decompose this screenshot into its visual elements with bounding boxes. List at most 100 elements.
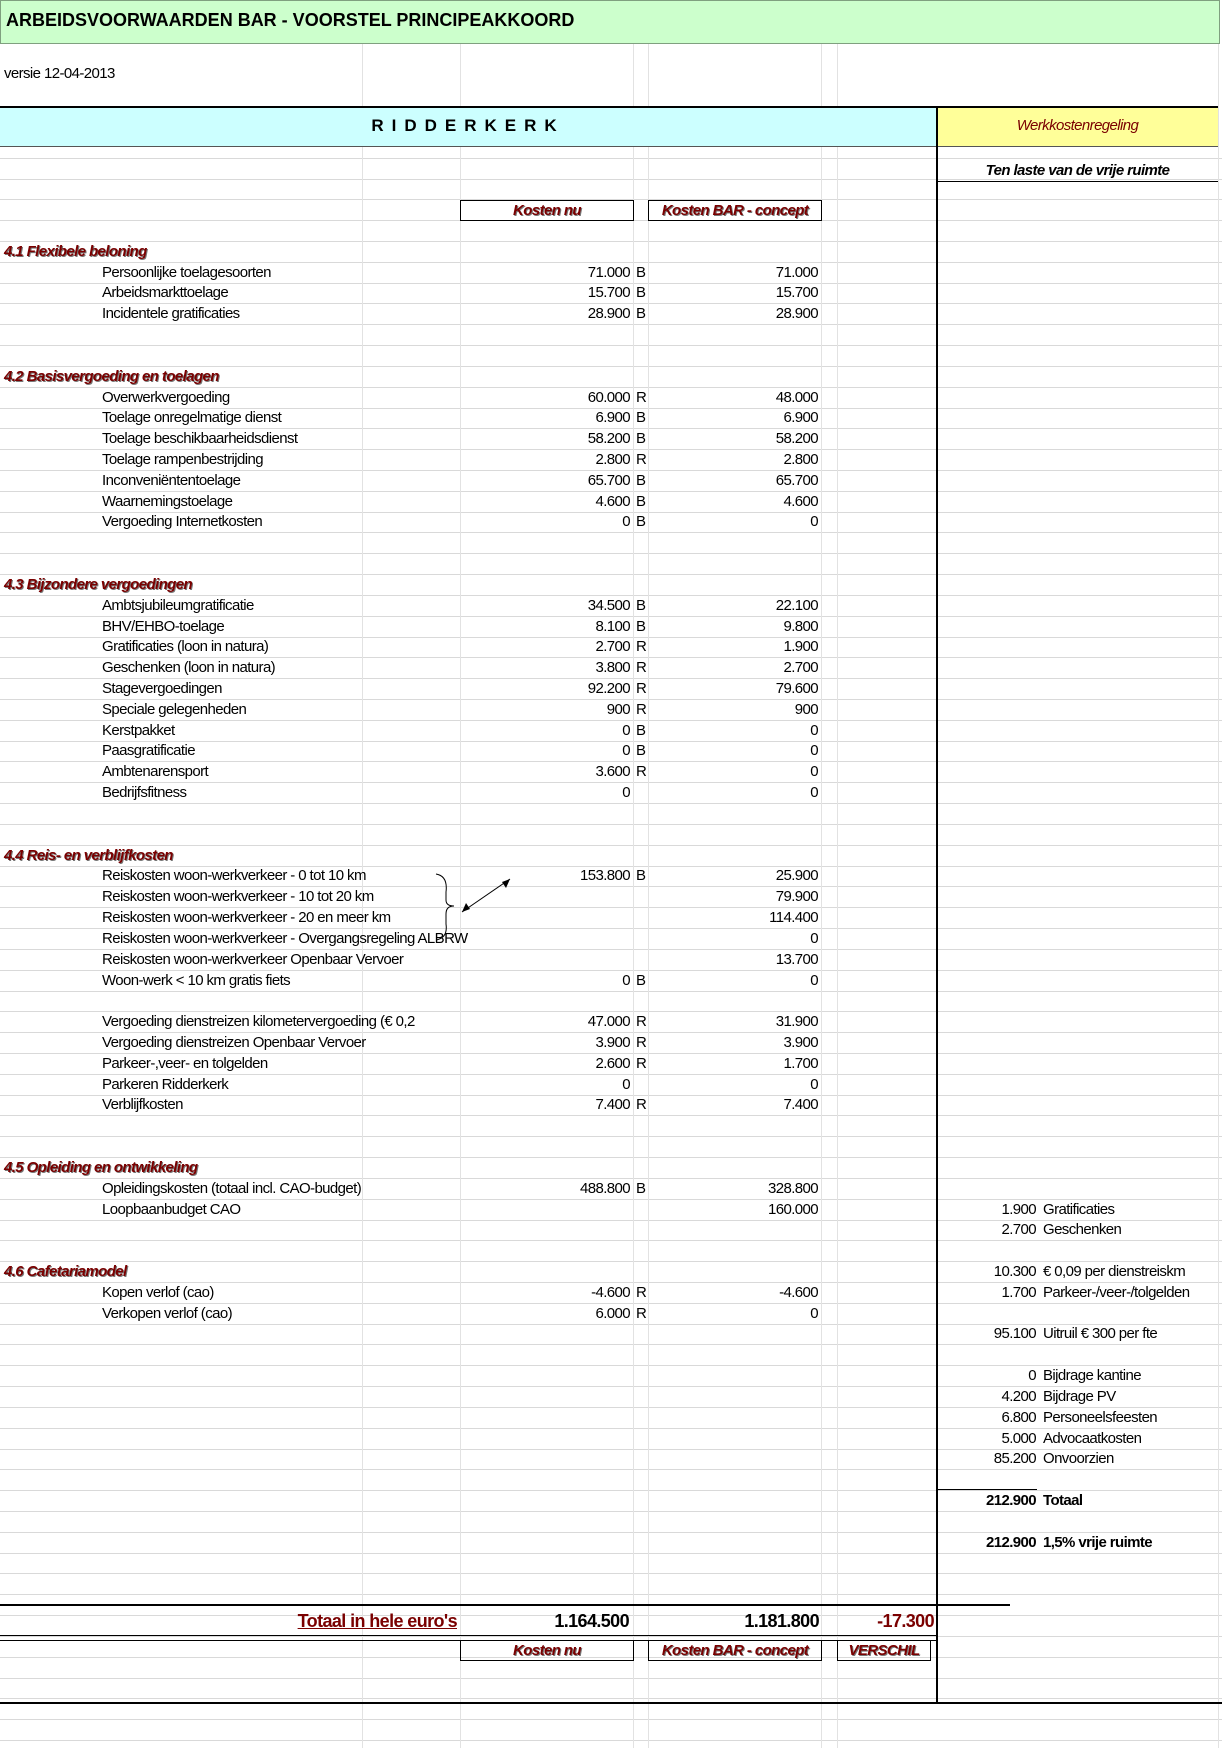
grid-line (0, 928, 1222, 930)
side-rule (937, 1489, 1037, 1490)
cost-code: R (636, 1283, 647, 1301)
total-label: Totaal in hele euro's (297, 1611, 458, 1631)
row-label: Reiskosten woon-werkverkeer - Overgangsr… (102, 929, 468, 947)
grid-line (0, 1198, 1222, 1200)
column-header: Kosten BAR - concept (648, 1640, 822, 1661)
cost-concept: 0 (810, 513, 818, 531)
cost-concept: 22.100 (775, 596, 819, 614)
row-label: Vergoeding Internetkosten (102, 513, 263, 531)
cost-concept: 79.600 (775, 680, 819, 698)
cost-concept: 0 (810, 721, 818, 739)
cost-concept: 9.800 (783, 617, 818, 635)
grid-column (1218, 0, 1219, 1748)
cost-code: B (636, 617, 646, 635)
cost-concept: 0 (810, 784, 818, 802)
row-label: Parkeren Ridderkerk (102, 1075, 229, 1093)
cost-code: R (636, 1304, 647, 1322)
version: versie 12-04-2013 (4, 65, 115, 82)
cost-now: 6.000 (595, 1304, 630, 1322)
total-now: 1.164.500 (554, 1611, 629, 1631)
grid-line (0, 1073, 1222, 1075)
grid-line (0, 1719, 1222, 1721)
grid-line (0, 470, 1222, 471)
section-title: 4.4 Reis- en verblijfkosten (4, 846, 173, 864)
panel-divider (936, 106, 938, 1703)
row-label: Woon-werk < 10 km gratis fiets (102, 971, 291, 989)
row-label: Stagevergoedingen (102, 680, 223, 698)
grid-line (0, 782, 1222, 784)
cost-concept: 0 (810, 1304, 818, 1322)
cost-concept: 28.900 (775, 305, 819, 323)
cost-concept: 0 (810, 763, 818, 781)
cost-now: 47.000 (587, 1013, 631, 1031)
grid-line (0, 1698, 1222, 1700)
total-concept: 1.181.800 (744, 1611, 819, 1631)
row-label: Persoonlijke toelagesoorten (102, 263, 272, 281)
grid-line (0, 823, 1222, 825)
row-label: Verblijfkosten (102, 1096, 183, 1114)
side-value: 1.900 (1001, 1200, 1036, 1218)
cost-concept: 6.900 (783, 409, 818, 427)
grid-line (0, 157, 1222, 159)
cost-code: R (636, 451, 647, 468)
grid-line (0, 449, 1222, 451)
side-value: 85.200 (993, 1450, 1037, 1468)
cost-code: R (636, 638, 647, 656)
section-title: 4.5 Opleiding en ontwikkeling (4, 1158, 198, 1176)
side-band (937, 106, 1218, 147)
cost-code: B (636, 471, 646, 489)
side-label: 1,5% vrije ruimte (1043, 1533, 1153, 1551)
grid-line (0, 240, 1222, 242)
grid-line (0, 407, 1222, 409)
grid-line (0, 1740, 1222, 1742)
row-label: Opleidingskosten (totaal incl. CAO-budge… (102, 1179, 362, 1197)
grid-line (0, 1032, 1222, 1034)
cost-concept: 79.900 (775, 888, 819, 906)
cost-now: -4.600 (591, 1283, 631, 1301)
side-label: Onvoorzien (1043, 1450, 1114, 1468)
grid-line (0, 1136, 1222, 1138)
side-label: Uitruil € 300 per fte (1043, 1325, 1158, 1343)
grid-line (0, 1490, 1222, 1492)
row-label: Geschenken (loon in natura) (102, 659, 276, 677)
cost-code: B (636, 867, 646, 885)
grid-line (0, 1448, 1222, 1450)
grid-line (0, 1115, 1222, 1117)
cost-concept: 15.700 (775, 284, 819, 302)
grid-line (0, 761, 1222, 763)
grid-line (0, 282, 1222, 284)
grid-line (0, 948, 1222, 950)
grid-line (0, 1677, 1222, 1679)
grid-line (0, 1281, 1222, 1283)
grid-line (0, 1157, 1222, 1159)
side-label: € 0,09 per dienstreiskm (1043, 1262, 1186, 1280)
cost-concept: 1.700 (783, 1054, 818, 1072)
grid-column (633, 0, 634, 1748)
row-label: BHV/EHBO-toelage (102, 617, 225, 635)
side-label: Personeelsfeesten (1043, 1408, 1158, 1426)
row-label: Reiskosten woon-werkverkeer - 10 tot 20 … (102, 888, 374, 906)
row-label: Overwerkvergoeding (102, 388, 230, 406)
grid-line (0, 261, 1222, 263)
grid-line (0, 1406, 1222, 1408)
row-label: Incidentele gratificaties (102, 305, 240, 323)
section-band (0, 106, 936, 147)
side-label: Gratificaties (1043, 1200, 1115, 1218)
cost-now: 0 (622, 1075, 630, 1093)
grid-line (0, 1427, 1222, 1429)
grid-line (0, 1594, 1222, 1596)
cost-now: 0 (622, 742, 630, 760)
grid-line (0, 1469, 1222, 1471)
side-label: Totaal (1043, 1492, 1083, 1509)
side-value: 6.800 (1001, 1408, 1036, 1426)
side-label: Bijdrage PV (1043, 1387, 1116, 1405)
grid-line (0, 1656, 1222, 1658)
cost-now: 92.200 (587, 680, 631, 698)
cost-code: B (636, 263, 646, 281)
grid-line (0, 303, 1222, 305)
column-header: VERSCHIL (837, 1640, 931, 1661)
grid-line (0, 386, 1222, 388)
cost-now: 28.900 (587, 305, 631, 323)
cost-code: B (636, 1179, 646, 1197)
cost-code: R (636, 1033, 647, 1051)
